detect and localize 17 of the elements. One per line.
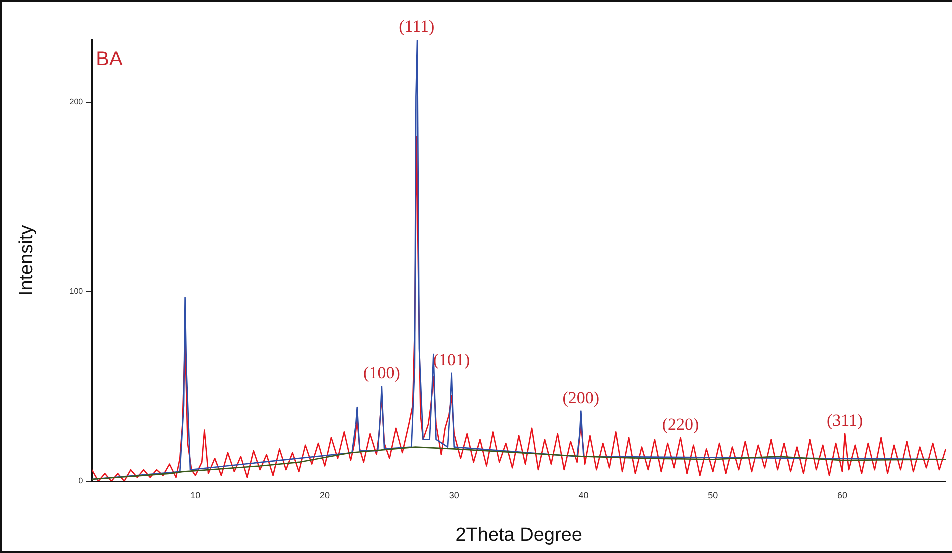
x-tick-label: 50 bbox=[708, 490, 718, 500]
x-tick-label: 30 bbox=[449, 490, 460, 500]
annotation: (311) bbox=[826, 411, 864, 430]
y-tick-label: 0 bbox=[78, 476, 84, 486]
x-tick-label: 10 bbox=[190, 490, 201, 500]
annotation: (111) bbox=[399, 16, 435, 36]
x-tick-label: 20 bbox=[320, 490, 330, 500]
y-tick-label: 100 bbox=[70, 287, 84, 296]
y-axis-title: Intensity bbox=[16, 224, 38, 296]
annotation: (220) bbox=[662, 414, 700, 434]
annotation: BA bbox=[96, 48, 124, 71]
annotation: (200) bbox=[562, 388, 600, 408]
annotation: (100) bbox=[364, 364, 400, 383]
x-tick-label: 60 bbox=[837, 490, 848, 500]
x-tick-label: 40 bbox=[578, 490, 589, 500]
y-tick-label: 200 bbox=[70, 98, 84, 107]
x-axis-title: 2Theta Degree bbox=[456, 524, 582, 546]
